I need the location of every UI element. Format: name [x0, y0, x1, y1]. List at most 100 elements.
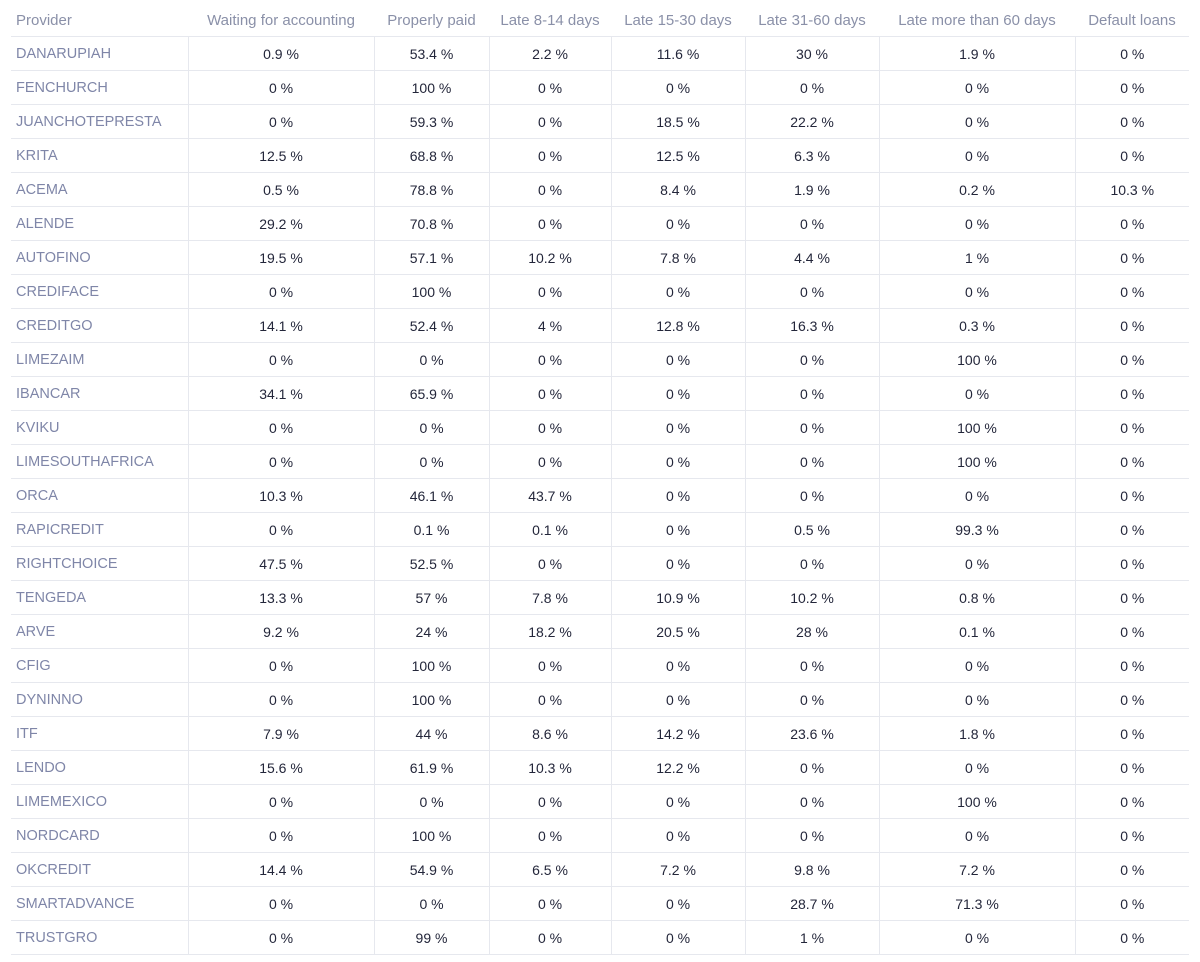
- properly-paid-value: 24 %: [373, 614, 489, 649]
- column-header-late-8-14-days[interactable]: Late 8-14 days: [489, 4, 611, 37]
- table-row: LIMESOUTHAFRICA 0 % 0 % 0 % 0 % 0 % 100 % 0 %: [11, 444, 1189, 479]
- table-row: KVIKU 0 % 0 % 0 % 0 % 0 % 100 % 0 %: [11, 410, 1189, 445]
- late-31-60-days-value: 28 %: [744, 614, 879, 649]
- column-header-late-more-than-60-days[interactable]: Late more than 60 days: [879, 4, 1075, 37]
- late-31-60-days-value: 23.6 %: [744, 716, 879, 751]
- provider-name[interactable]: LIMEZAIM: [11, 342, 188, 377]
- table-row: DYNINNO 0 % 100 % 0 % 0 % 0 % 0 % 0 %: [11, 682, 1189, 717]
- table-row: TENGEDA 13.3 % 57 % 7.8 % 10.9 % 10.2 % 0.8 % 0…: [11, 580, 1189, 615]
- provider-name[interactable]: KRITA: [11, 138, 188, 173]
- late-15-30-days-value: 7.2 %: [610, 852, 745, 887]
- provider-name[interactable]: CFIG: [11, 648, 188, 683]
- provider-name[interactable]: TRUSTGRO: [11, 920, 188, 955]
- late-15-30-days-value: 0 %: [610, 478, 745, 513]
- late-31-60-days-value: 0 %: [744, 342, 879, 377]
- late-8-14-days-value: 0 %: [488, 784, 611, 819]
- default-loans-value: 0 %: [1074, 852, 1189, 887]
- late-more-than-60-days-value: 0 %: [878, 206, 1075, 241]
- waiting-for-accounting-value: 0 %: [187, 104, 374, 139]
- provider-name[interactable]: CREDIFACE: [11, 274, 188, 309]
- provider-name[interactable]: LIMESOUTHAFRICA: [11, 444, 188, 479]
- column-header-late-31-60-days[interactable]: Late 31-60 days: [745, 4, 879, 37]
- default-loans-value: 10.3 %: [1074, 172, 1189, 207]
- properly-paid-value: 59.3 %: [373, 104, 489, 139]
- waiting-for-accounting-value: 0 %: [187, 342, 374, 377]
- default-loans-value: 0 %: [1074, 614, 1189, 649]
- late-8-14-days-value: 4 %: [488, 308, 611, 343]
- properly-paid-value: 57 %: [373, 580, 489, 615]
- properly-paid-value: 0 %: [373, 342, 489, 377]
- provider-name[interactable]: SMARTADVANCE: [11, 886, 188, 921]
- table-row: KRITA 12.5 % 68.8 % 0 % 12.5 % 6.3 % 0 % 0 %: [11, 138, 1189, 173]
- provider-name[interactable]: TENGEDA: [11, 580, 188, 615]
- properly-paid-value: 100 %: [373, 70, 489, 105]
- provider-name[interactable]: ORCA: [11, 478, 188, 513]
- late-more-than-60-days-value: 0.1 %: [878, 614, 1075, 649]
- provider-name[interactable]: FENCHURCH: [11, 70, 188, 105]
- late-more-than-60-days-value: 100 %: [878, 784, 1075, 819]
- column-header-waiting-for-accounting[interactable]: Waiting for accounting: [188, 4, 374, 37]
- provider-name[interactable]: NORDCARD: [11, 818, 188, 853]
- waiting-for-accounting-value: 0 %: [187, 512, 374, 547]
- waiting-for-accounting-value: 0 %: [187, 920, 374, 955]
- late-more-than-60-days-value: 0 %: [878, 920, 1075, 955]
- late-31-60-days-value: 0 %: [744, 444, 879, 479]
- late-more-than-60-days-value: 99.3 %: [878, 512, 1075, 547]
- late-15-30-days-value: 0 %: [610, 70, 745, 105]
- provider-name[interactable]: AUTOFINO: [11, 240, 188, 275]
- column-header-properly-paid[interactable]: Properly paid: [374, 4, 489, 37]
- waiting-for-accounting-value: 9.2 %: [187, 614, 374, 649]
- table-row: RIGHTCHOICE 47.5 % 52.5 % 0 % 0 % 0 % 0 % 0 %: [11, 546, 1189, 581]
- column-header-late-15-30-days[interactable]: Late 15-30 days: [611, 4, 745, 37]
- table-row: AUTOFINO 19.5 % 57.1 % 10.2 % 7.8 % 4.4 % 1 % 0…: [11, 240, 1189, 275]
- default-loans-value: 0 %: [1074, 682, 1189, 717]
- provider-name[interactable]: DYNINNO: [11, 682, 188, 717]
- provider-name[interactable]: ITF: [11, 716, 188, 751]
- header-row: Provider Waiting for accounting Properly…: [11, 4, 1189, 37]
- provider-name[interactable]: KVIKU: [11, 410, 188, 445]
- table-row: TRUSTGRO 0 % 99 % 0 % 0 % 1 % 0 % 0 %: [11, 920, 1189, 955]
- default-loans-value: 0 %: [1074, 648, 1189, 683]
- column-header-default-loans[interactable]: Default loans: [1075, 4, 1189, 37]
- default-loans-value: 0 %: [1074, 36, 1189, 71]
- late-more-than-60-days-value: 0 %: [878, 274, 1075, 309]
- table-row: SMARTADVANCE 0 % 0 % 0 % 0 % 28.7 % 71.3 % 0 %: [11, 886, 1189, 921]
- provider-name[interactable]: ALENDE: [11, 206, 188, 241]
- late-31-60-days-value: 0 %: [744, 206, 879, 241]
- late-15-30-days-value: 12.5 %: [610, 138, 745, 173]
- late-15-30-days-value: 0 %: [610, 682, 745, 717]
- properly-paid-value: 61.9 %: [373, 750, 489, 785]
- provider-name[interactable]: RIGHTCHOICE: [11, 546, 188, 581]
- provider-name[interactable]: RAPICREDIT: [11, 512, 188, 547]
- late-8-14-days-value: 2.2 %: [488, 36, 611, 71]
- late-8-14-days-value: 6.5 %: [488, 852, 611, 887]
- late-8-14-days-value: 18.2 %: [488, 614, 611, 649]
- table-row: CREDITGO 14.1 % 52.4 % 4 % 12.8 % 16.3 % 0.3 %…: [11, 308, 1189, 343]
- waiting-for-accounting-value: 19.5 %: [187, 240, 374, 275]
- provider-name[interactable]: DANARUPIAH: [11, 36, 188, 71]
- waiting-for-accounting-value: 0 %: [187, 784, 374, 819]
- provider-name[interactable]: JUANCHOTEPRESTA: [11, 104, 188, 139]
- provider-name[interactable]: LENDO: [11, 750, 188, 785]
- provider-name[interactable]: ACEMA: [11, 172, 188, 207]
- table-row: JUANCHOTEPRESTA 0 % 59.3 % 0 % 18.5 % 22.2 % 0…: [11, 104, 1189, 139]
- waiting-for-accounting-value: 0 %: [187, 886, 374, 921]
- default-loans-value: 0 %: [1074, 512, 1189, 547]
- late-15-30-days-value: 0 %: [610, 648, 745, 683]
- late-8-14-days-value: 43.7 %: [488, 478, 611, 513]
- provider-name[interactable]: IBANCAR: [11, 376, 188, 411]
- waiting-for-accounting-value: 0 %: [187, 70, 374, 105]
- column-header-provider[interactable]: Provider: [11, 4, 188, 37]
- provider-name[interactable]: ARVE: [11, 614, 188, 649]
- provider-name[interactable]: CREDITGO: [11, 308, 188, 343]
- late-8-14-days-value: 10.3 %: [488, 750, 611, 785]
- default-loans-value: 0 %: [1074, 784, 1189, 819]
- late-more-than-60-days-value: 0 %: [878, 648, 1075, 683]
- waiting-for-accounting-value: 0 %: [187, 818, 374, 853]
- provider-name[interactable]: LIMEMEXICO: [11, 784, 188, 819]
- properly-paid-value: 52.4 %: [373, 308, 489, 343]
- properly-paid-value: 57.1 %: [373, 240, 489, 275]
- default-loans-value: 0 %: [1074, 240, 1189, 275]
- late-8-14-days-value: 0 %: [488, 648, 611, 683]
- provider-name[interactable]: OKCREDIT: [11, 852, 188, 887]
